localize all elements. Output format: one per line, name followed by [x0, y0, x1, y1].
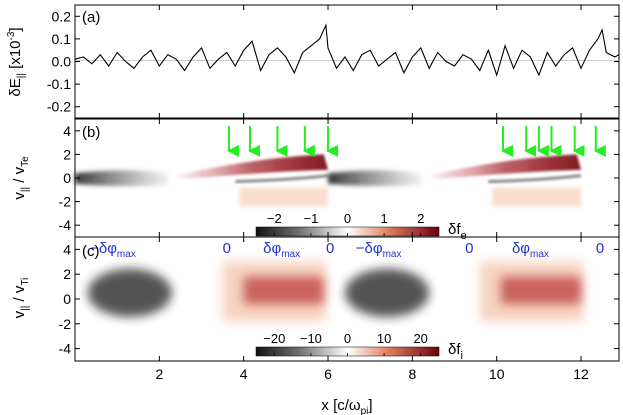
- phase-annotation: δφmax: [263, 240, 300, 260]
- colorbar-tick-label: 0: [344, 211, 351, 226]
- phase-annotation: 0: [465, 240, 473, 257]
- y-tick-label: -4: [59, 217, 72, 233]
- green-arrow-markers: [226, 126, 606, 157]
- y-tick-label: 0.1: [52, 31, 72, 47]
- x-tick-label: 10: [489, 366, 505, 382]
- phase-annotation: −δφmax: [90, 240, 136, 260]
- y-label-b: v|| / vTe: [11, 156, 31, 200]
- x-tick-label: 2: [155, 366, 163, 382]
- efield-series: [74, 23, 620, 77]
- panel-label-c: (c): [82, 243, 100, 260]
- colorbar-b-label: δfe: [448, 221, 467, 242]
- ion-red-blob: [500, 276, 582, 304]
- ion-dark-blob: [344, 268, 430, 317]
- y-tick-label: 2: [63, 266, 71, 282]
- panel-label-a: (a): [82, 9, 100, 26]
- x-tick-label: 8: [408, 366, 416, 382]
- ion-dark-blob: [87, 268, 172, 317]
- panel-label-b: (b): [82, 124, 100, 141]
- y-tick-label: 0.2: [52, 8, 72, 24]
- colorbar-tick-label: 20: [413, 331, 427, 346]
- y-axis-b: 4 2 0 -2 -4: [59, 123, 619, 233]
- y-tick-label: 4: [63, 123, 71, 139]
- electron-faint-orange: [239, 187, 329, 207]
- electron-red-wedge: [176, 154, 329, 180]
- phase-annotation: 0: [326, 240, 334, 257]
- phase-annotation: −δφmax: [356, 240, 402, 260]
- y-tick-label: 2: [63, 146, 71, 162]
- y-tick-label: 0.0: [52, 54, 72, 70]
- colorbar-c-label: δfi: [448, 341, 463, 362]
- colorbar-tick-label: 10: [377, 331, 391, 346]
- electron-grey-stripe: [235, 174, 329, 184]
- y-tick-label: -0.2: [47, 99, 71, 115]
- phase-annotations: −δφmax 0 δφmax 0 −δφmax 0 δφmax 0: [90, 240, 604, 260]
- colorbar-tick-label: 2: [417, 211, 424, 226]
- heatmap-c: [87, 261, 584, 322]
- phase-annotation: 0: [223, 240, 231, 257]
- y-label-a: δE|| [x10-3]: [6, 27, 27, 96]
- x-axis-label: x [c/ωpi]: [321, 397, 372, 415]
- x-axis: 2 4 6 8 10 12: [155, 5, 589, 382]
- electron-red-wedge: [429, 154, 582, 180]
- y-tick-label: 4: [63, 241, 71, 257]
- colorbar-b: −2 −1 0 1 2 δfe: [255, 211, 467, 242]
- colorbar-tick-label: 1: [380, 211, 387, 226]
- electron-dark-band: [328, 170, 421, 187]
- y-tick-label: 0: [63, 170, 71, 186]
- y-axis-c: 420-2-4: [59, 241, 619, 357]
- y-tick-label: -2: [59, 316, 72, 332]
- colorbar-tick-label: −2: [267, 211, 282, 226]
- phase-annotation: 0: [596, 240, 604, 257]
- x-tick-label: 12: [573, 366, 589, 382]
- electron-faint-orange: [492, 187, 582, 207]
- y-tick-label: -4: [59, 341, 72, 357]
- phase-annotation: δφmax: [512, 240, 549, 260]
- panel-a-frame: [74, 4, 620, 119]
- x-tick-label: 6: [324, 366, 332, 382]
- y-tick-label: -0.1: [47, 76, 71, 92]
- colorbar-tick-label: −1: [303, 211, 318, 226]
- y-tick-label: -2: [59, 194, 72, 210]
- heatmap-b: [75, 154, 582, 207]
- x-tick-label: 4: [240, 366, 248, 382]
- colorbar-tick-label: −10: [300, 331, 322, 346]
- y-tick-label: 0: [63, 291, 71, 307]
- y-axis-a: 0.2 0.1 0.0 -0.1 -0.2: [47, 8, 619, 115]
- electron-grey-stripe: [488, 174, 582, 184]
- electron-dark-band: [75, 170, 168, 187]
- colorbar-c: −20 −10 0 10 20 δfi: [255, 331, 463, 362]
- y-label-c: v|| / vTi: [11, 278, 31, 319]
- colorbar-tick-label: −20: [263, 331, 285, 346]
- line-chart-a: [74, 23, 620, 77]
- ion-red-blob: [243, 276, 324, 304]
- colorbar-tick-label: 0: [344, 331, 351, 346]
